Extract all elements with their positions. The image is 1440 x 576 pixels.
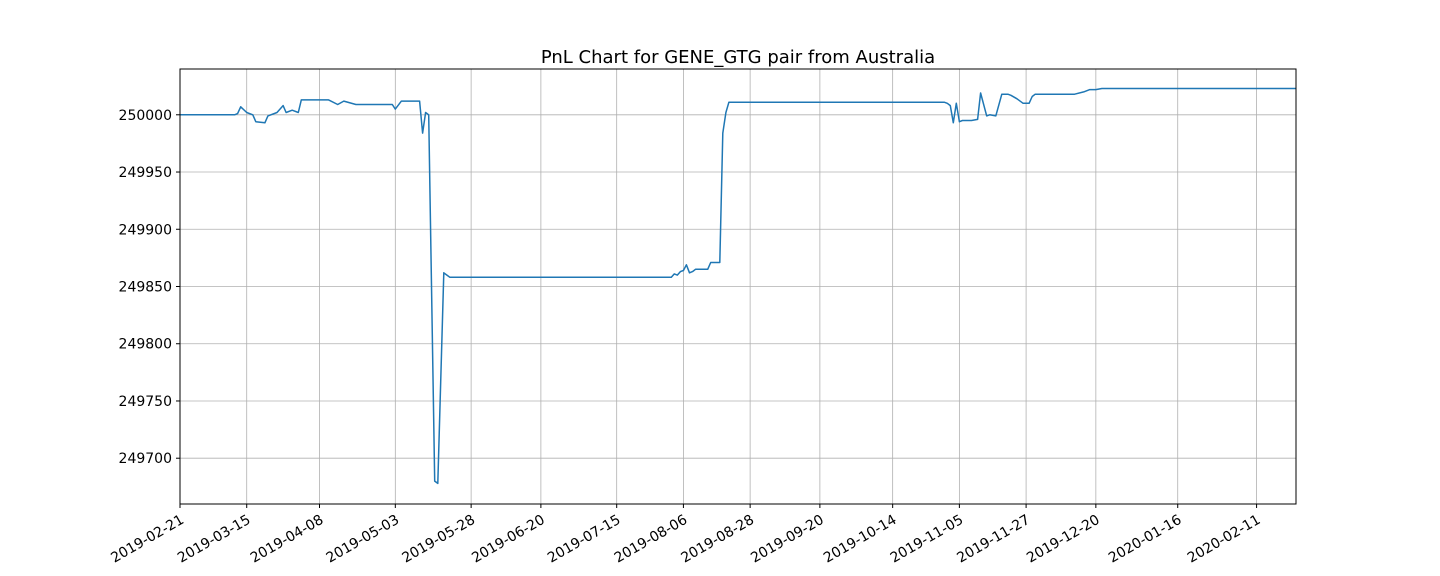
x-tick-label: 2019-08-06 bbox=[612, 512, 691, 567]
tick-layer: 249700 249750 249800 249850 249900 249950 2500… bbox=[108, 108, 1263, 567]
x-tick-label: 2019-10-14 bbox=[821, 512, 900, 567]
x-tick-label: 2019-09-20 bbox=[748, 512, 826, 567]
y-tick-label: 250000 bbox=[119, 108, 172, 124]
x-tick-label: 2019-06-20 bbox=[469, 512, 547, 567]
x-tick-label: 2019-08-28 bbox=[678, 512, 756, 567]
y-tick-label: 249700 bbox=[119, 451, 172, 467]
x-tick-label: 2019-04-08 bbox=[248, 512, 326, 567]
y-tick-label: 249750 bbox=[119, 394, 172, 410]
y-tick-label: 249800 bbox=[119, 337, 172, 353]
y-tick-label: 249950 bbox=[119, 165, 172, 181]
x-tick-label: 2019-05-28 bbox=[399, 512, 477, 567]
chart-title: PnL Chart for GENE_GTG pair from Austral… bbox=[541, 47, 935, 68]
x-tick-label: 2019-07-15 bbox=[545, 512, 623, 567]
series-line bbox=[180, 87, 1296, 485]
grid-layer bbox=[179, 69, 1296, 504]
x-tick-label: 2019-11-05 bbox=[888, 512, 966, 567]
x-tick-label: 2019-05-03 bbox=[324, 512, 402, 567]
x-tick-label: 2019-02-21 bbox=[108, 512, 186, 567]
x-tick-label: 2020-02-11 bbox=[1185, 512, 1263, 567]
x-tick-label: 2019-03-15 bbox=[175, 512, 253, 567]
x-tick-label: 2019-12-20 bbox=[1024, 512, 1102, 567]
x-tick-label: 2020-01-16 bbox=[1106, 512, 1185, 567]
series-layer bbox=[180, 87, 1296, 485]
x-tick-label: 2019-11-27 bbox=[954, 512, 1032, 567]
y-tick-label: 249850 bbox=[119, 280, 172, 296]
y-tick-label: 249900 bbox=[119, 222, 172, 238]
